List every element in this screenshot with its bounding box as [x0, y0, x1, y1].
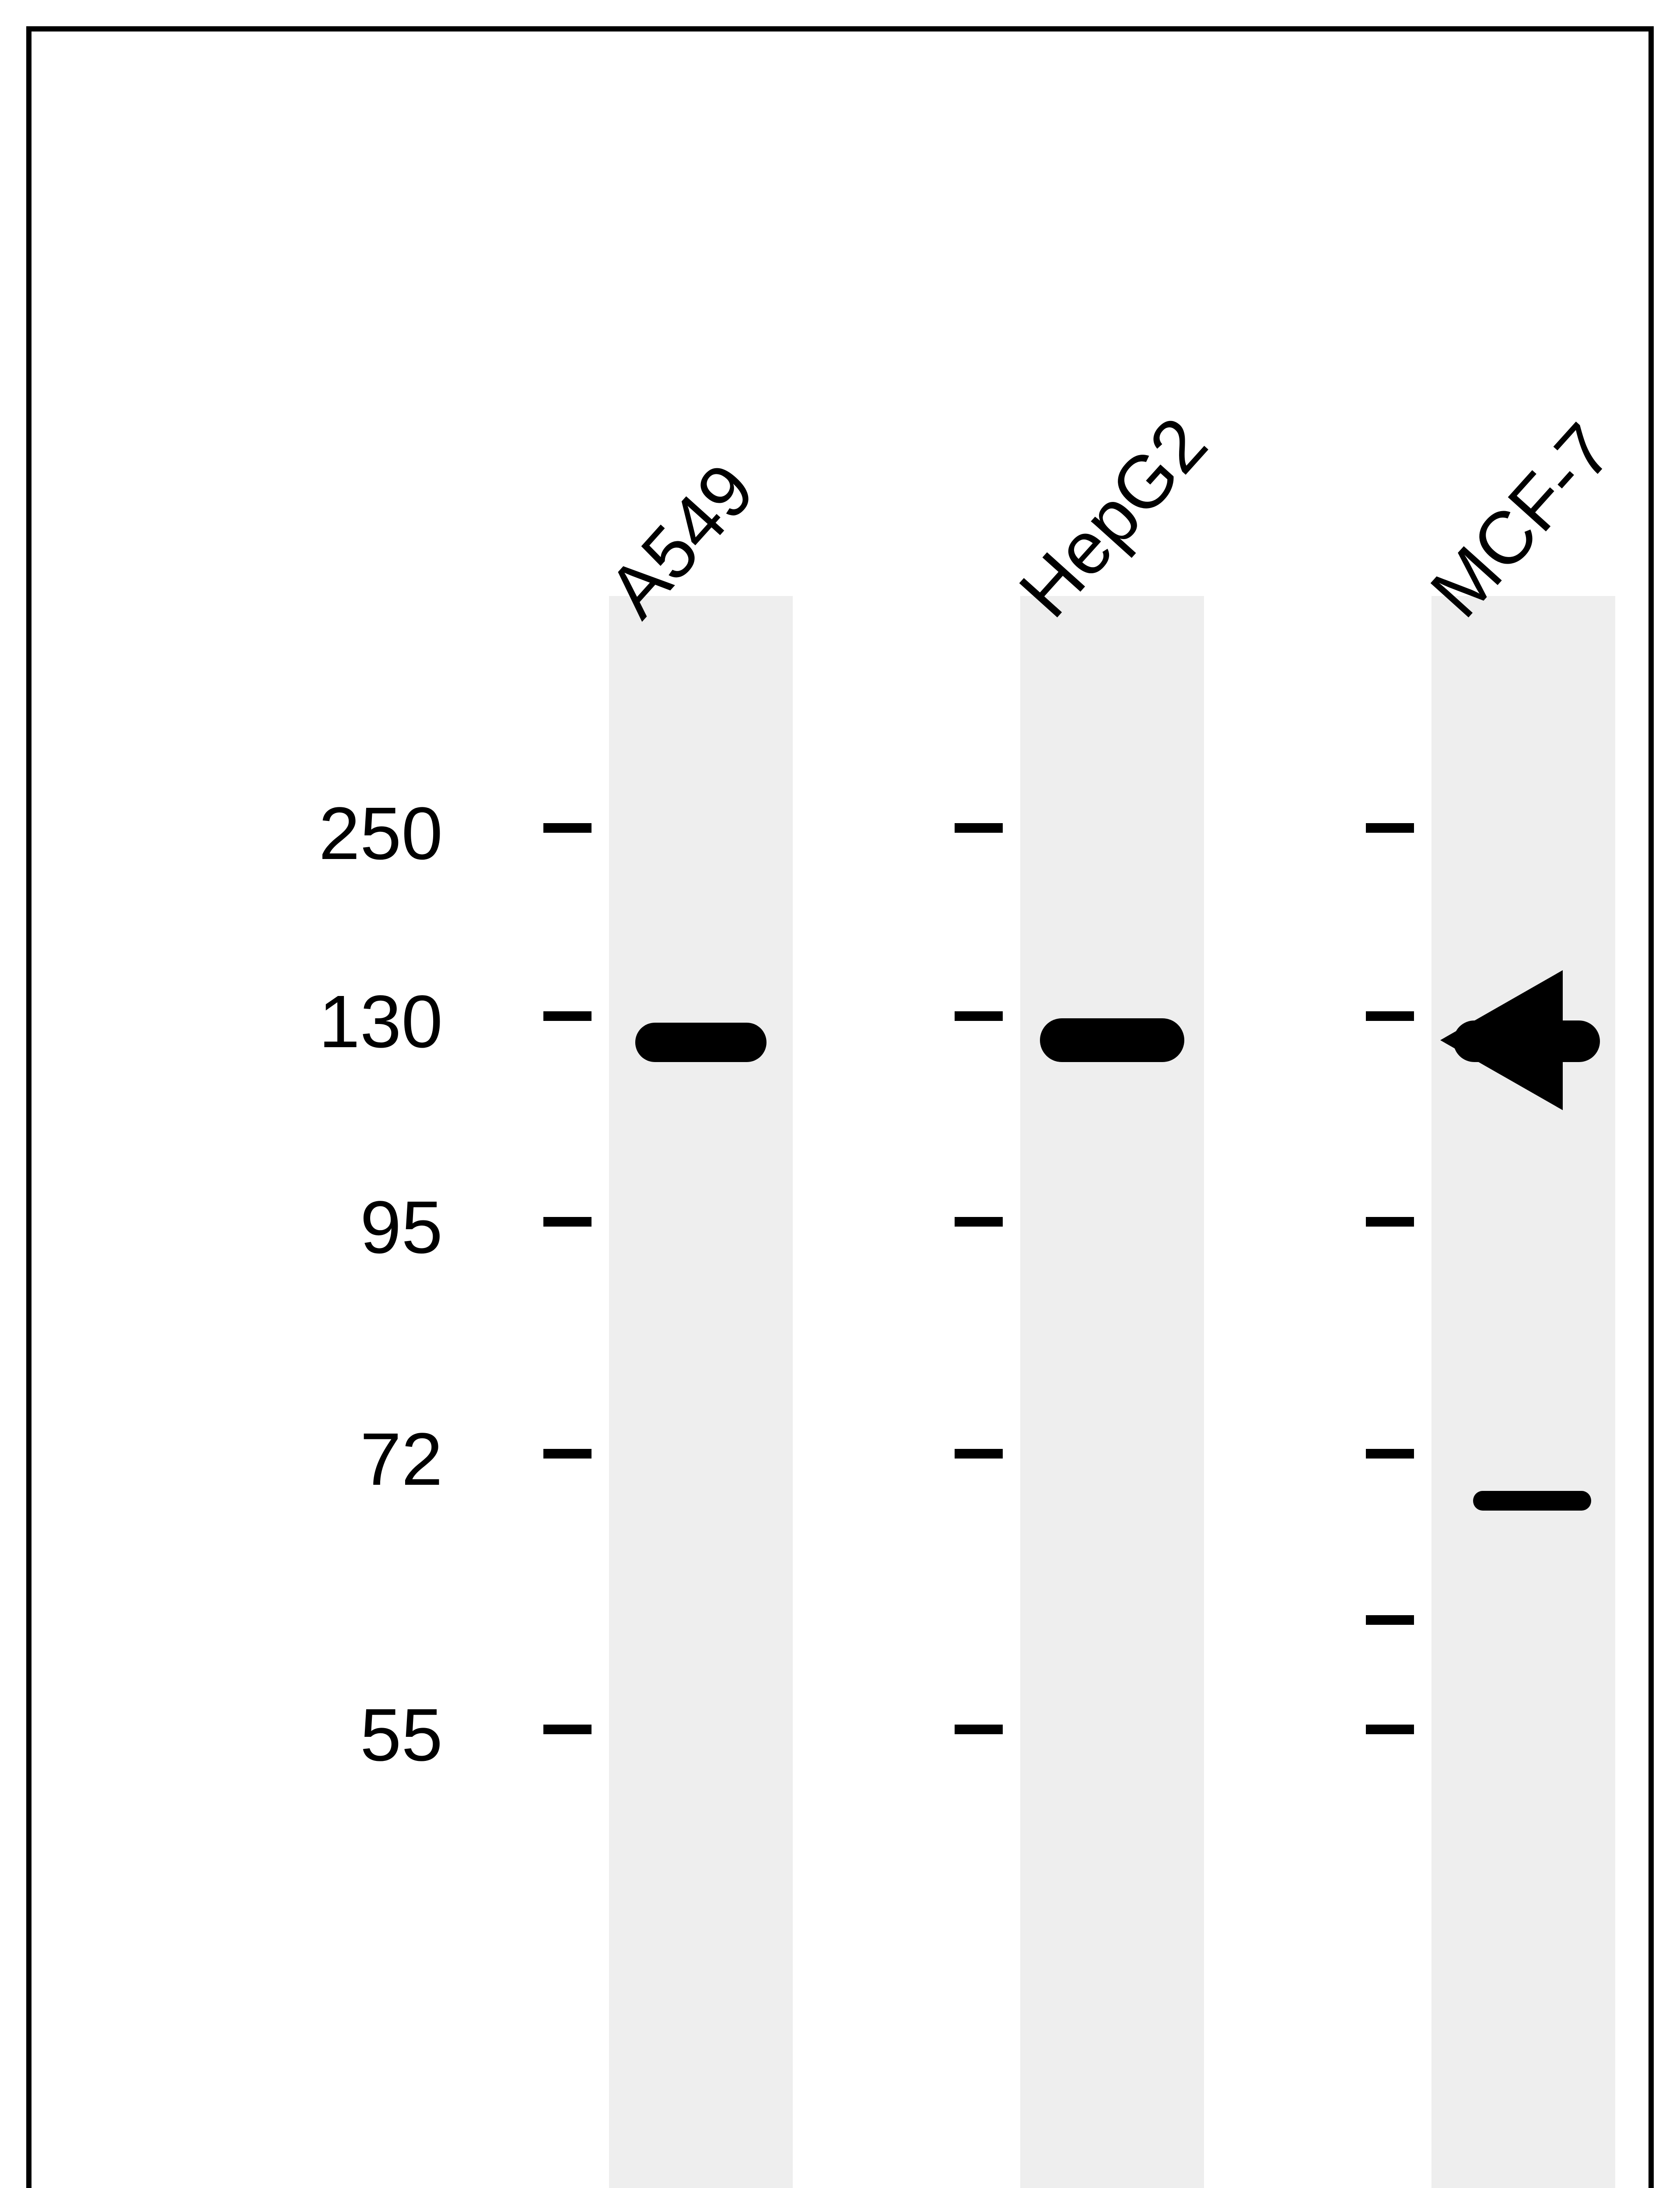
- blot-band: [635, 1023, 766, 1062]
- mw-label: 95: [233, 1185, 443, 1270]
- mw-tick-extra: [1366, 1615, 1414, 1625]
- lane-strip: [1432, 596, 1615, 2188]
- western-blot: 250130957255A549HepG2MCF-7: [32, 32, 1648, 2188]
- canvas: 250130957255A549HepG2MCF-7: [0, 0, 1680, 2188]
- mw-tick: [1366, 1725, 1414, 1734]
- lane-strip: [609, 596, 793, 2188]
- mw-tick: [955, 1217, 1003, 1227]
- mw-label: 55: [233, 1692, 443, 1778]
- mw-tick: [955, 1449, 1003, 1459]
- mw-tick: [955, 1011, 1003, 1021]
- mw-tick: [1366, 1011, 1414, 1021]
- mw-tick: [543, 1449, 592, 1459]
- mw-label: 250: [233, 791, 443, 877]
- target-band-arrow-icon: [1440, 970, 1563, 1110]
- mw-tick: [1366, 1217, 1414, 1227]
- mw-label: 130: [233, 979, 443, 1065]
- mw-tick: [543, 1011, 592, 1021]
- lane-strip: [1020, 596, 1204, 2188]
- mw-tick: [543, 1725, 592, 1734]
- blot-lane: HepG2: [1020, 32, 1204, 2188]
- blot-lane: A549: [609, 32, 793, 2188]
- mw-tick: [1366, 1449, 1414, 1459]
- mw-tick: [955, 823, 1003, 833]
- blot-band: [1473, 1491, 1591, 1511]
- mw-tick: [955, 1725, 1003, 1734]
- mw-tick: [543, 1217, 592, 1227]
- figure-frame: 250130957255A549HepG2MCF-7: [26, 26, 1654, 2188]
- mw-tick: [543, 823, 592, 833]
- blot-band: [1040, 1018, 1184, 1062]
- mw-tick: [1366, 823, 1414, 833]
- mw-label: 72: [233, 1417, 443, 1502]
